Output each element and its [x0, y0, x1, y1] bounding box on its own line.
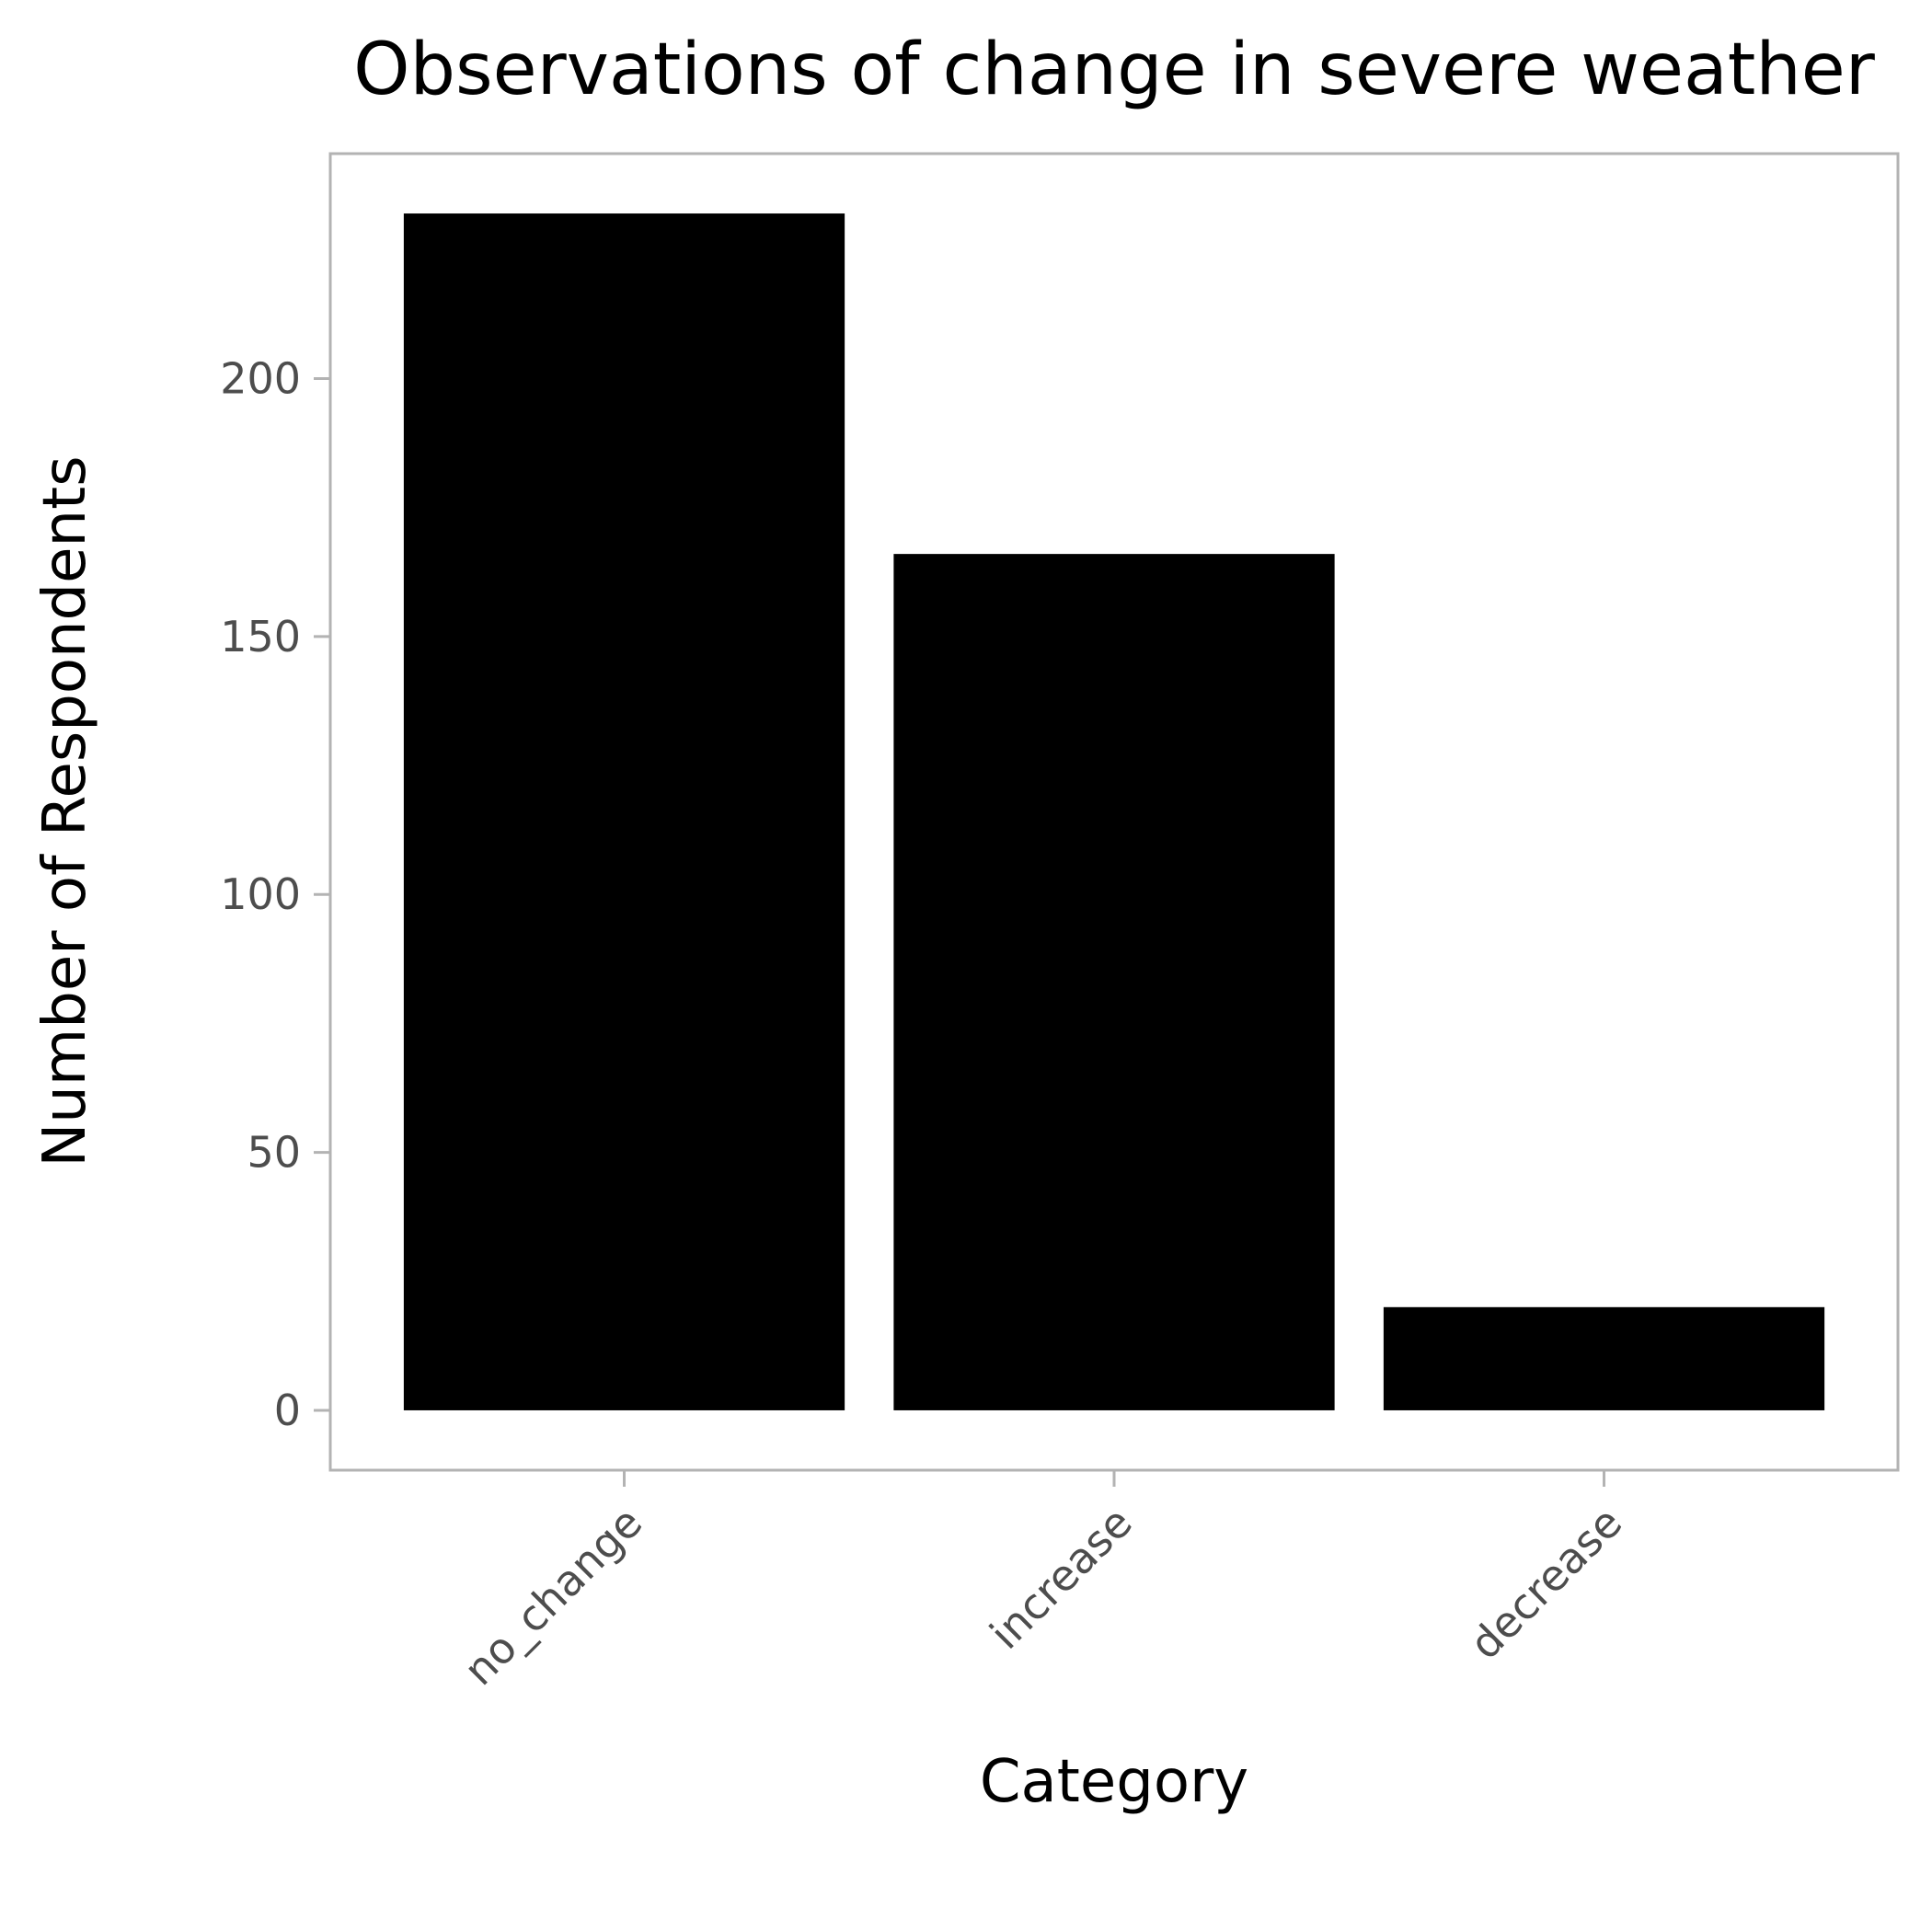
y-tick-label: 200 — [220, 353, 301, 403]
bars-layer — [403, 213, 1825, 1410]
x-tick-label: increase — [980, 1498, 1141, 1659]
y-tick-label: 150 — [220, 612, 301, 661]
y-tick-label: 0 — [274, 1386, 301, 1435]
bar-decrease — [1383, 1306, 1825, 1410]
bar-no-change — [403, 213, 845, 1410]
x-tick-label: decrease — [1460, 1498, 1631, 1669]
y-axis-title: Number of Respondents — [31, 455, 99, 1167]
y-axis: 0 50 100 150 200 — [220, 353, 330, 1435]
x-tick-label: no_change — [454, 1498, 652, 1696]
y-tick-label: 50 — [247, 1128, 301, 1178]
bar-increase — [893, 554, 1335, 1410]
x-axis: no_change increase decrease — [454, 1470, 1631, 1696]
y-tick-label: 100 — [220, 869, 301, 919]
x-axis-title: Category — [980, 1748, 1248, 1816]
chart-title: Observations of change in severe weather — [353, 29, 1876, 111]
